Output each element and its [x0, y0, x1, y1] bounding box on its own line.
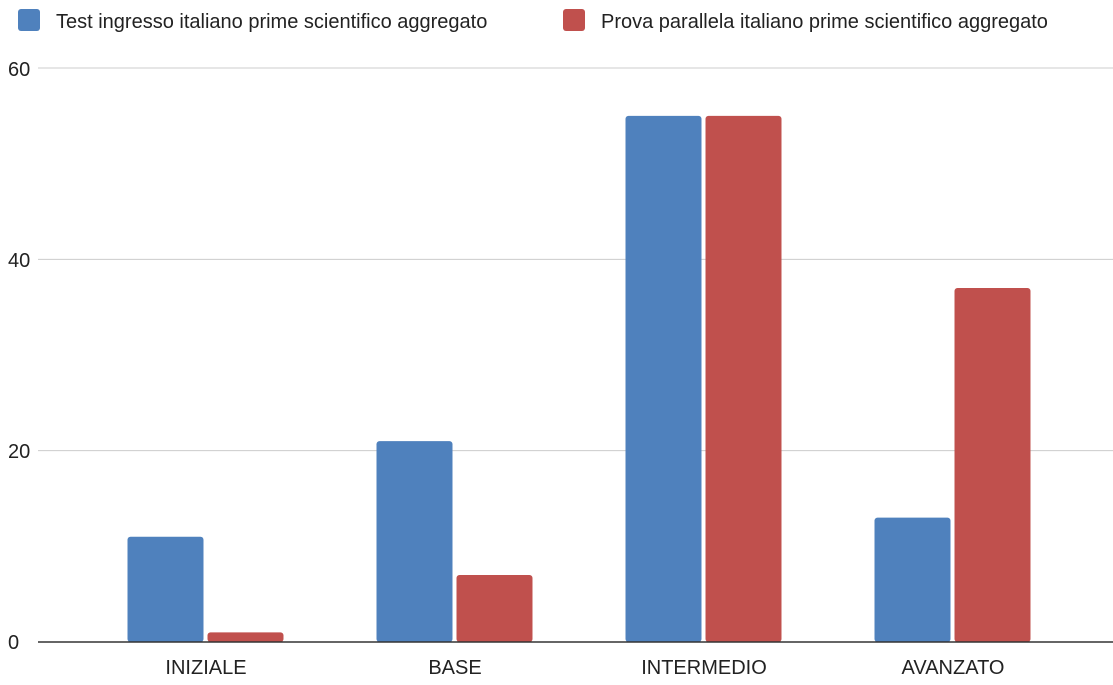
x-category-label: INIZIALE — [165, 657, 246, 679]
legend-label-series-2: Prova parallela italiano prime scientifi… — [601, 11, 1048, 33]
x-category-label: BASE — [428, 657, 481, 679]
x-category-label: AVANZATO — [902, 657, 1005, 679]
y-axis: 0 20 40 60 — [8, 59, 30, 654]
legend-label-series-1: Test ingresso italiano prime scientifico… — [56, 11, 487, 33]
legend-swatch-series-2 — [563, 9, 585, 31]
bar-series-2-avanzato — [954, 288, 1031, 642]
bar-series-2-intermedio — [705, 115, 782, 643]
gridlines — [38, 67, 1113, 452]
bar-series-1-iniziale — [127, 536, 204, 642]
bar-series-2-base — [456, 575, 533, 642]
legend-swatch-series-1 — [18, 9, 40, 31]
bar-series-1-base — [376, 441, 453, 642]
x-axis: INIZIALE BASE INTERMEDIO AVANZATO — [165, 657, 1004, 679]
bars — [127, 115, 1031, 643]
bar-series-2-iniziale — [207, 632, 284, 642]
bar-series-1-intermedio — [625, 115, 702, 643]
x-category-label: INTERMEDIO — [641, 657, 767, 679]
legend: Test ingresso italiano prime scientifico… — [18, 9, 1048, 33]
y-tick-label: 60 — [8, 59, 30, 81]
y-tick-label: 40 — [8, 250, 30, 272]
y-tick-label: 20 — [8, 441, 30, 463]
y-tick-label: 0 — [8, 632, 19, 654]
bar-series-1-avanzato — [874, 517, 951, 642]
